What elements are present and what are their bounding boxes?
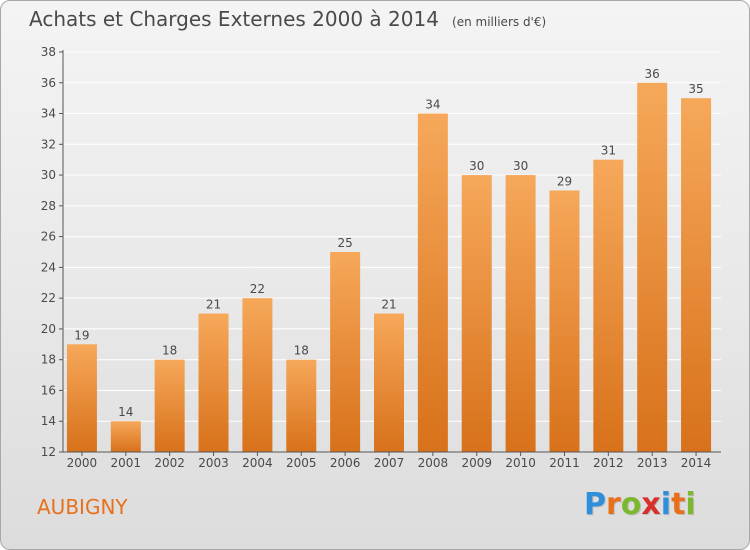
bar [505,175,536,453]
y-tick-label: 20 [41,322,56,336]
bar-value-label: 36 [645,67,660,81]
bar [461,175,492,453]
bar-value-label: 21 [206,298,221,312]
bar [417,113,448,453]
bar-value-label: 22 [250,282,265,296]
bar [110,421,141,452]
logo-letter: x [641,487,661,522]
y-tick-label: 18 [41,353,56,367]
y-tick-label: 32 [41,137,56,151]
axis-layer: 12 14 16 18 20 22 24 26 28 30 32 34 36 38 [41,45,721,459]
x-tick-label: 2009 [461,456,492,470]
chart-title: Achats et Charges Externes 2000 à 2014 [29,7,439,31]
bar [242,298,273,452]
bar-value-label: 29 [557,174,572,188]
x-tick-label: 2006 [330,456,361,470]
logo-letter: i [660,487,672,522]
bar-value-label: 35 [688,82,703,96]
y-tick-label: 14 [41,414,56,428]
y-tick-label: 38 [41,45,56,59]
x-tick-label: 2000 [67,456,98,470]
x-tick-label: 2012 [593,456,624,470]
bar [374,313,404,452]
bar-value-label: 30 [469,159,484,173]
bar-value-label: 19 [74,328,89,342]
proxiti-logo[interactable]: Proxiti [584,487,696,522]
bar-value-label: 31 [601,144,616,158]
y-tick-label: 24 [41,260,56,274]
x-tick-label: 2013 [637,456,668,470]
bar [637,82,668,453]
title-row: Achats et Charges Externes 2000 à 2014 (… [29,7,546,31]
logo-letter: t [671,487,686,522]
bars-layer [66,82,712,453]
x-tick-label: 2010 [505,456,536,470]
x-tick-label: 2008 [418,456,449,470]
logo-letter: o [620,487,642,522]
x-tick-label: 2014 [681,456,712,470]
bar-value-label: 25 [337,236,352,250]
bar [681,98,712,453]
bar-value-label: 18 [294,344,309,358]
bar [198,313,229,452]
y-tick-label: 36 [41,76,56,90]
x-tick-label: 2011 [549,456,580,470]
x-tick-label: 2005 [286,456,317,470]
y-tick-label: 30 [41,168,56,182]
y-tick-label: 34 [41,107,56,121]
bar [66,344,97,452]
x-tick-label: 2003 [198,456,229,470]
y-tick-label: 16 [41,383,56,397]
y-tick-label: 28 [41,199,56,213]
bar [549,190,580,452]
bar-value-label: 18 [162,344,177,358]
bar [154,359,185,452]
bar [286,359,317,452]
bar [593,159,624,452]
x-tick-label: 2007 [374,456,405,470]
bar [330,252,361,452]
x-tick-label: 2002 [154,456,185,470]
chart-subtitle: (en milliers d'€) [452,15,547,29]
y-tick-label: 12 [41,445,56,459]
bar-value-label: 30 [513,159,528,173]
x-tick-label: 2001 [111,456,142,470]
labels-layer: 19 2000 14 2001 18 2002 21 2003 22 2004 18 2005 25 20… [67,67,712,470]
logo-letter: P [584,487,606,522]
x-tick-label: 2004 [242,456,273,470]
logo-letter: r [606,487,621,522]
y-tick-label: 22 [41,291,56,305]
bar-value-label: 14 [118,405,133,419]
commune-name: AUBIGNY [37,495,128,519]
y-tick-label: 26 [41,230,56,244]
bar-value-label: 21 [381,298,396,312]
logo-letter: i [685,487,696,522]
bar-value-label: 34 [425,98,440,112]
